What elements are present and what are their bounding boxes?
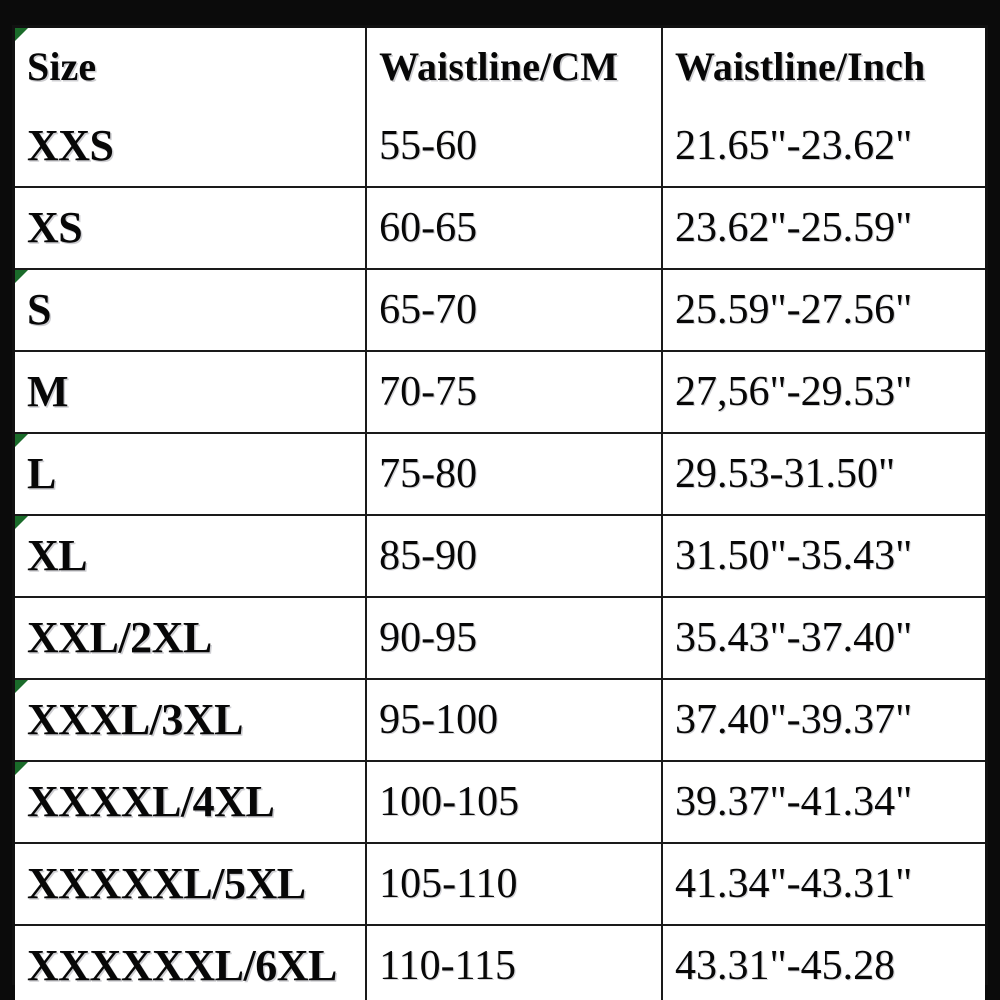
cell-waistline-inch: 23.62"-25.59" — [661, 187, 985, 270]
cell-size: XS — [15, 187, 368, 270]
table-row: S 65-70 25.59"-27.56" — [15, 269, 985, 352]
table-row: XXL/2XL 90-95 35.43"-37.40" — [15, 597, 985, 680]
table-row: XL 85-90 31.50"-35.43" — [15, 515, 985, 598]
cell-size: XXXXXL/5XL — [15, 843, 368, 926]
column-header-waistline-inch: Waistline/Inch — [661, 28, 985, 106]
cell-size: XXL/2XL — [15, 597, 368, 680]
table-row: XXS 55-60 21.65"-23.62" — [15, 106, 985, 188]
cell-waistline-cm: 105-110 — [366, 843, 663, 926]
cell-waistline-cm: 95-100 — [366, 679, 663, 762]
column-header-size: Size — [15, 28, 368, 106]
cell-size: XXXL/3XL — [15, 679, 368, 762]
cell-waistline-inch: 29.53-31.50" — [661, 433, 985, 516]
cell-waistline-inch: 31.50"-35.43" — [661, 515, 985, 598]
corner-flag-icon — [15, 762, 28, 775]
cell-size: L — [15, 433, 368, 516]
corner-flag-icon — [15, 434, 28, 447]
corner-flag-icon — [15, 270, 28, 283]
table-row: L 75-80 29.53-31.50" — [15, 433, 985, 516]
cell-waistline-cm: 55-60 — [366, 106, 663, 188]
cell-size: XXS — [15, 106, 368, 188]
cell-waistline-cm: 75-80 — [366, 433, 663, 516]
table-row: XXXL/3XL 95-100 37.40"-39.37" — [15, 679, 985, 762]
table-row: XXXXXL/5XL 105-110 41.34"-43.31" — [15, 843, 985, 926]
corner-flag-icon — [15, 680, 28, 693]
column-header-waistline-cm: Waistline/CM — [366, 28, 663, 106]
cell-size: S — [15, 269, 368, 352]
header-row: Size Waistline/CM Waistline/Inch — [15, 28, 985, 106]
table-row: XS 60-65 23.62"-25.59" — [15, 187, 985, 270]
cell-size: M — [15, 351, 368, 434]
cell-size: XXXXXXL/6XL — [15, 925, 368, 1000]
cell-waistline-inch: 35.43"-37.40" — [661, 597, 985, 680]
cell-waistline-inch: 41.34"-43.31" — [661, 843, 985, 926]
cell-waistline-cm: 60-65 — [366, 187, 663, 270]
cell-waistline-inch: 25.59"-27.56" — [661, 269, 985, 352]
cell-size: XL — [15, 515, 368, 598]
cell-waistline-cm: 90-95 — [366, 597, 663, 680]
table-row: M 70-75 27,56"-29.53" — [15, 351, 985, 434]
corner-flag-icon — [15, 28, 28, 41]
cell-waistline-cm: 85-90 — [366, 515, 663, 598]
cell-waistline-cm: 100-105 — [366, 761, 663, 844]
cell-waistline-inch: 21.65"-23.62" — [661, 106, 985, 188]
cell-waistline-cm: 65-70 — [366, 269, 663, 352]
cell-waistline-inch: 27,56"-29.53" — [661, 351, 985, 434]
cell-waistline-cm: 110-115 — [366, 925, 663, 1000]
size-chart-table: Size Waistline/CM Waistline/Inch XXS 55-6… — [15, 28, 985, 1000]
cell-waistline-inch: 37.40"-39.37" — [661, 679, 985, 762]
cell-waistline-inch: 43.31"-45.28 — [661, 925, 985, 1000]
table-header: Size Waistline/CM Waistline/Inch — [15, 28, 985, 106]
cell-waistline-cm: 70-75 — [366, 351, 663, 434]
size-chart-card: Size Waistline/CM Waistline/Inch XXS 55-6… — [12, 25, 988, 1000]
corner-flag-icon — [15, 516, 28, 529]
table-row: XXXXL/4XL 100-105 39.37"-41.34" — [15, 761, 985, 844]
cell-size: XXXXL/4XL — [15, 761, 368, 844]
table-body: XXS 55-60 21.65"-23.62" XS 60-65 23.62"-25.59… — [15, 106, 985, 1000]
cell-waistline-inch: 39.37"-41.34" — [661, 761, 985, 844]
table-row: XXXXXXL/6XL 110-115 43.31"-45.28 — [15, 925, 985, 1000]
